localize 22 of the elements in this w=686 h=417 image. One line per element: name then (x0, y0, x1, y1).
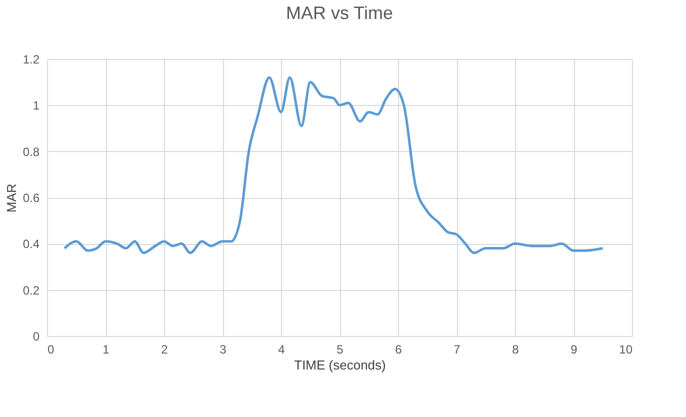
x-tick-label: 5 (336, 342, 344, 356)
chart-title: MAR vs Time (286, 3, 394, 23)
x-tick-label: 10 (619, 342, 633, 356)
x-axis-title: TIME (seconds) (294, 358, 386, 372)
y-tick-label: 0.6 (22, 191, 40, 205)
y-axis-title: MAR (4, 184, 19, 212)
y-tick-label: 0 (32, 330, 40, 344)
x-tick-label: 4 (278, 342, 286, 356)
y-tick-label: 0.8 (22, 144, 40, 159)
y-tick-label: 1.2 (22, 52, 40, 66)
y-tick-label: 0.4 (22, 237, 40, 252)
x-tick-label: 1 (102, 342, 110, 356)
x-tick-label: 3 (220, 342, 227, 356)
y-tick-label: 1 (32, 98, 40, 113)
x-tick-label: 9 (570, 342, 578, 356)
x-tick-label: 0 (48, 342, 54, 356)
x-tick-label: 2 (161, 342, 168, 356)
x-tick-label: 6 (395, 342, 402, 356)
x-tick-label: 8 (512, 342, 520, 356)
x-tick-label: 7 (454, 342, 461, 356)
y-tick-label: 0.2 (22, 283, 40, 298)
line-series (63, 76, 604, 254)
